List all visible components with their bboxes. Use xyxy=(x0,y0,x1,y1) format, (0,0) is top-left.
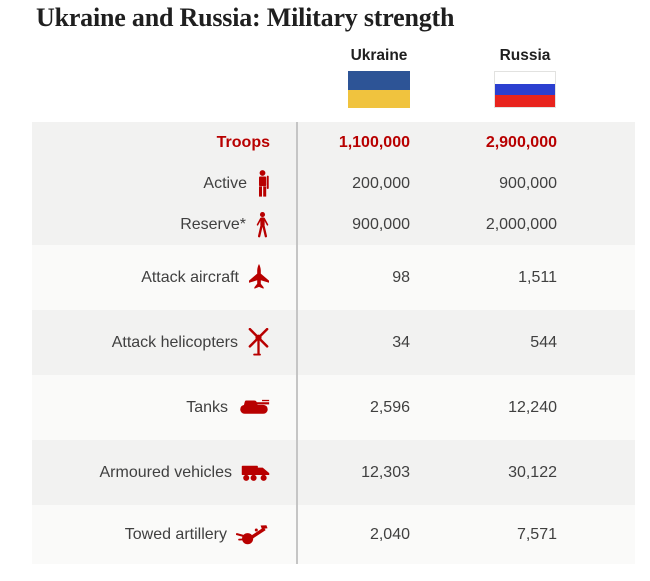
page-title: Ukraine and Russia: Military strength xyxy=(36,3,455,32)
row-label-text: Troops xyxy=(216,133,270,151)
table-row: Active 200,000 900,000 xyxy=(32,163,635,204)
table-row: Armoured vehicles 12,303 30,122 xyxy=(32,440,635,505)
row-label: Reserve* xyxy=(32,211,270,238)
column-divider xyxy=(296,122,298,564)
row-label-text: Reserve* xyxy=(180,215,246,233)
truck-icon xyxy=(241,464,270,482)
ukraine-value: 12,303 xyxy=(361,463,410,481)
row-label: Attack aircraft xyxy=(32,264,270,291)
flag-stripe xyxy=(495,95,555,108)
russia-value: 12,240 xyxy=(508,398,557,416)
comparison-table: Troops 1,100,000 2,900,000 Active 200,000 900… xyxy=(32,122,635,564)
row-label-text: Towed artillery xyxy=(124,525,227,543)
row-label-text: Active xyxy=(203,174,247,192)
soldier-icon xyxy=(256,170,270,197)
jet-icon xyxy=(248,264,270,291)
row-label: Troops xyxy=(32,134,270,152)
russia-value: 544 xyxy=(530,333,557,351)
table-row: Tanks 2,596 12,240 xyxy=(32,375,635,440)
russia-value: 2,000,000 xyxy=(485,215,557,233)
row-label: Active xyxy=(32,170,270,197)
artillery-icon xyxy=(236,524,270,546)
row-label-text: Armoured vehicles xyxy=(99,463,233,481)
helicopter-icon xyxy=(247,327,270,358)
row-label: Tanks xyxy=(32,399,270,417)
ukraine-value: 200,000 xyxy=(352,174,410,192)
table-row: Attack aircraft 98 1,511 xyxy=(32,245,635,310)
row-label-text: Attack aircraft xyxy=(141,268,239,286)
row-label: Towed artillery xyxy=(32,524,270,546)
russia-value: 900,000 xyxy=(499,174,557,192)
ukraine-value: 2,040 xyxy=(369,525,410,543)
column-header-russia: Russia xyxy=(499,47,551,64)
russia-value: 30,122 xyxy=(508,463,557,481)
flag-stripe xyxy=(495,72,555,84)
row-label: Attack helicopters xyxy=(32,327,270,358)
russia-value: 7,571 xyxy=(516,525,557,543)
table-row: Troops 1,100,000 2,900,000 xyxy=(32,122,635,163)
flag-stripe xyxy=(495,83,555,96)
flag-stripe xyxy=(348,89,410,108)
ukraine-value: 98 xyxy=(392,268,410,286)
ukraine-value: 900,000 xyxy=(352,215,410,233)
tank-icon xyxy=(237,399,270,417)
ukraine-value: 1,100,000 xyxy=(338,133,410,151)
row-label-text: Attack helicopters xyxy=(111,333,238,351)
table-row: Reserve* 900,000 2,000,000 xyxy=(32,204,635,245)
ukraine-value: 2,596 xyxy=(369,398,410,416)
flag-stripe xyxy=(348,71,410,90)
row-label-text: Tanks xyxy=(186,398,228,416)
table-row: Attack helicopters 34 544 xyxy=(32,310,635,375)
row-label: Armoured vehicles xyxy=(32,464,270,482)
ukraine-value: 34 xyxy=(392,333,410,351)
person-icon xyxy=(255,211,270,238)
column-header-ukraine: Ukraine xyxy=(350,47,408,64)
ukraine-flag xyxy=(348,71,410,108)
table-row: Towed artillery 2,040 7,571 xyxy=(32,505,635,564)
russia-value: 2,900,000 xyxy=(485,133,557,151)
russia-flag xyxy=(494,71,556,108)
russia-value: 1,511 xyxy=(518,268,557,286)
